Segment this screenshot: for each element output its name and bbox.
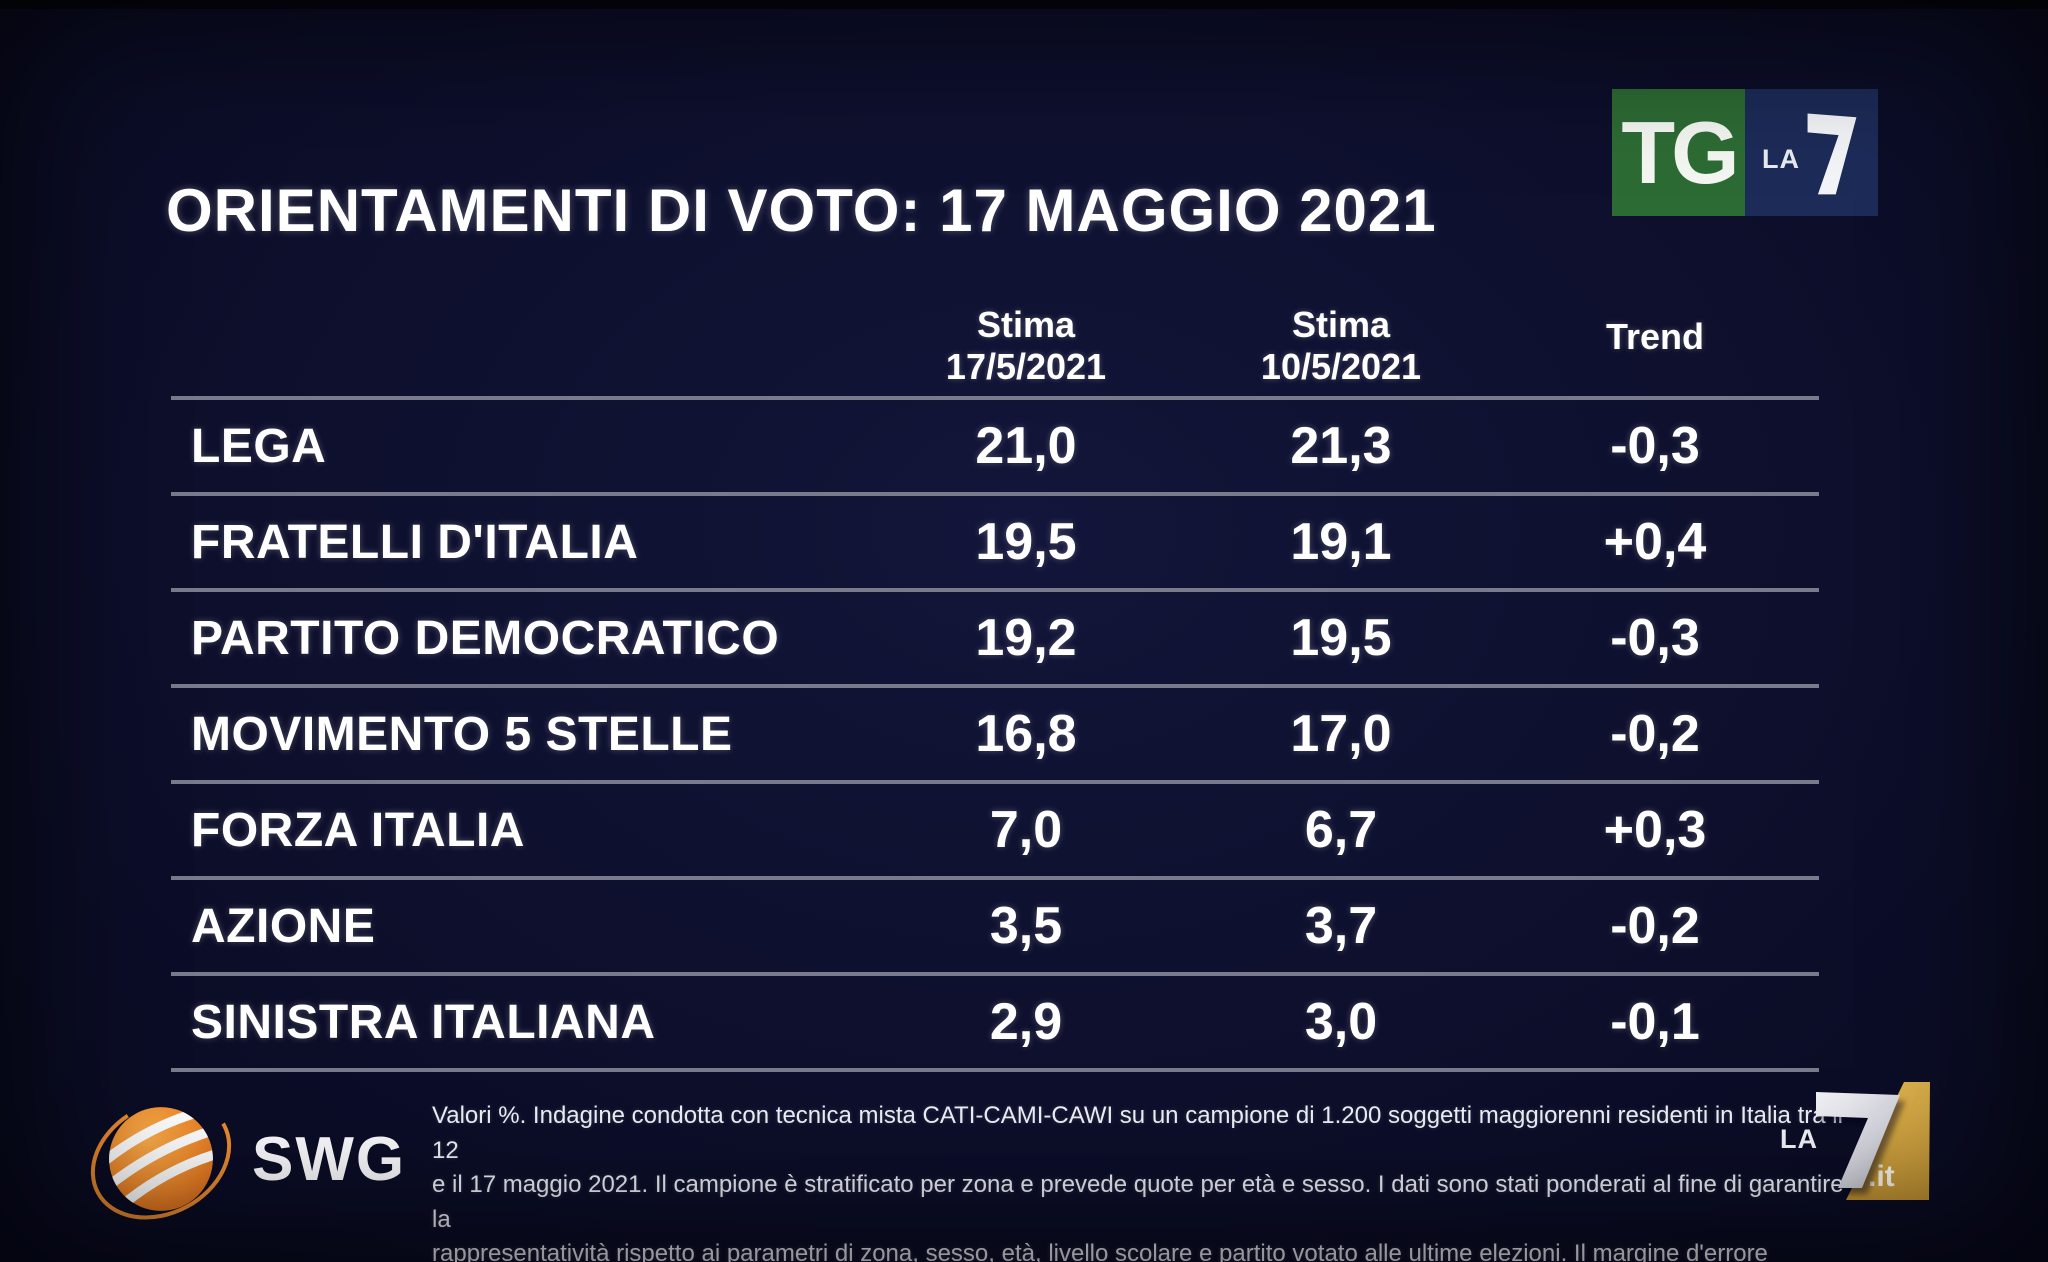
- stima-current-cell: 16,8: [975, 705, 1077, 763]
- stima-previous-cell: 17,0: [1290, 705, 1392, 763]
- header-stima-current-date: 17/5/2021: [945, 346, 1107, 387]
- tgla7-logo: TG LA: [1612, 89, 1878, 216]
- party-name-cell: MOVIMENTO 5 STELLE: [191, 707, 733, 761]
- la7it-seven-icon: [1816, 1092, 1900, 1188]
- table-row: FORZA ITALIA 7,0 6,7 +0,3: [171, 784, 1819, 880]
- table-row: MOVIMENTO 5 STELLE 16,8 17,0 -0,2: [171, 688, 1819, 784]
- stima-current-cell: 7,0: [989, 801, 1063, 859]
- la7-logo-la-text: LA: [1762, 144, 1800, 174]
- header-stima-previous: Stima 10/5/2021: [1191, 300, 1491, 396]
- trend-cell: -0,1: [1610, 993, 1700, 1051]
- table-row: PARTITO DEMOCRATICO 19,2 19,5 -0,3: [171, 592, 1819, 688]
- party-name-cell: PARTITO DEMOCRATICO: [191, 611, 780, 665]
- header-stima-current-label: Stima: [976, 304, 1076, 345]
- table-row: SINISTRA ITALIANA 2,9 3,0 -0,1: [171, 976, 1819, 1072]
- party-name-cell: FORZA ITALIA: [191, 803, 525, 857]
- table-row: FRATELLI D'ITALIA 19,5 19,1 +0,4: [171, 496, 1819, 592]
- table-header-row: Stima 17/5/2021 Stima 10/5/2021 Trend: [171, 300, 1819, 400]
- header-trend-label: Trend: [1605, 316, 1704, 357]
- stima-current-cell: 21,0: [975, 417, 1077, 475]
- table-row: LEGA 21,0 21,3 -0,3: [171, 400, 1819, 496]
- la7it-watermark: .it LA: [1780, 1082, 1930, 1200]
- trend-cell: -0,2: [1610, 705, 1700, 763]
- trend-cell: +0,3: [1603, 801, 1707, 859]
- trend-cell: -0,3: [1610, 609, 1700, 667]
- tg-logo-text: TG: [1621, 102, 1739, 202]
- methodology-note: Valori %. Indagine condotta con tecnica …: [432, 1102, 1844, 1262]
- video-edge: [0, 0, 2048, 9]
- party-name-cell: SINISTRA ITALIANA: [191, 995, 656, 1049]
- page-title: ORIENTAMENTI DI VOTO: 17 MAGGIO 2021: [166, 177, 1437, 244]
- trend-cell: -0,3: [1610, 417, 1700, 475]
- swg-logo: SWG: [86, 1084, 406, 1234]
- la7it-la-text: LA: [1780, 1124, 1818, 1154]
- party-name-cell: LEGA: [191, 419, 327, 473]
- party-name-cell: FRATELLI D'ITALIA: [191, 515, 639, 569]
- party-name-cell: AZIONE: [191, 899, 376, 953]
- stima-previous-cell: 3,0: [1304, 993, 1378, 1051]
- stima-previous-cell: 19,5: [1290, 609, 1392, 667]
- trend-cell: -0,2: [1610, 897, 1700, 955]
- header-trend: Trend: [1491, 300, 1819, 396]
- stima-current-cell: 19,5: [975, 513, 1077, 571]
- stima-current-cell: 2,9: [989, 993, 1063, 1051]
- stima-current-cell: 19,2: [975, 609, 1077, 667]
- header-stima-current: Stima 17/5/2021: [861, 300, 1191, 396]
- la7-seven-icon: [1807, 113, 1857, 194]
- stima-previous-cell: 19,1: [1290, 513, 1392, 571]
- la7-logo-box: LA: [1745, 89, 1878, 216]
- table-row: AZIONE 3,5 3,7 -0,2: [171, 880, 1819, 976]
- header-party-spacer: [171, 300, 861, 396]
- trend-cell: +0,4: [1603, 513, 1707, 571]
- header-stima-previous-date: 10/5/2021: [1260, 346, 1422, 387]
- header-stima-previous-label: Stima: [1291, 304, 1391, 345]
- tg-logo-box: TG: [1612, 89, 1745, 216]
- stima-current-cell: 3,5: [989, 897, 1063, 955]
- stima-previous-cell: 3,7: [1304, 897, 1378, 955]
- swg-logo-text: SWG: [252, 1124, 407, 1194]
- swg-globe-icon: [90, 1098, 232, 1220]
- stima-previous-cell: 21,3: [1290, 417, 1392, 475]
- poll-table: Stima 17/5/2021 Stima 10/5/2021 Trend LE…: [171, 300, 1819, 1072]
- stima-previous-cell: 6,7: [1304, 801, 1378, 859]
